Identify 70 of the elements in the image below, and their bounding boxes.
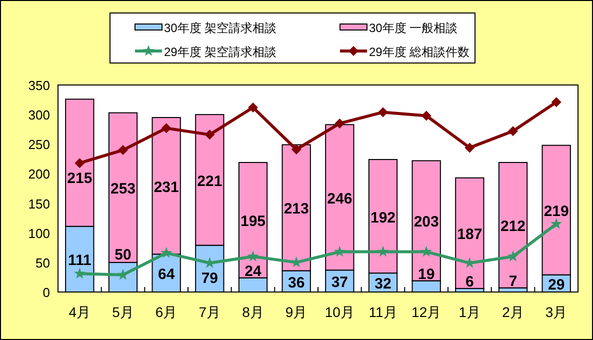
legend-label: 30年度 一般相談 <box>369 21 458 35</box>
y-tick-label: 200 <box>28 166 50 182</box>
point <box>248 102 258 112</box>
data-label: 6 <box>465 273 474 290</box>
data-label: 187 <box>457 226 482 244</box>
x-tick-label: 10月 <box>324 304 354 320</box>
bar <box>455 177 484 289</box>
x-tick-label: 4月 <box>68 304 91 320</box>
data-label: 32 <box>374 276 392 293</box>
data-label: 231 <box>154 178 179 196</box>
data-label: 212 <box>500 218 526 236</box>
data-label: 79 <box>201 270 218 288</box>
data-label: 24 <box>244 262 262 280</box>
bar <box>498 162 528 288</box>
y-tick-label: 100 <box>28 226 50 241</box>
point <box>334 118 345 128</box>
legend-label: 30年度 架空請求相談 <box>164 21 277 35</box>
data-label: 195 <box>240 213 266 230</box>
point <box>160 246 172 258</box>
y-tick-label: 50 <box>36 255 50 270</box>
x-tick-label: 7月 <box>198 304 221 320</box>
data-label: 111 <box>68 252 92 270</box>
data-label: 64 <box>158 266 176 284</box>
x-tick-label: 1月 <box>458 304 481 320</box>
point <box>161 123 172 134</box>
point <box>378 107 388 118</box>
point <box>291 144 302 154</box>
x-tick-label: 11月 <box>368 304 398 320</box>
point <box>420 246 432 257</box>
point <box>508 126 518 136</box>
y-tick-label: 350 <box>28 78 50 93</box>
data-label: 221 <box>197 172 222 190</box>
point <box>551 97 562 108</box>
x-tick-label: 3月 <box>545 304 568 320</box>
point <box>74 158 85 168</box>
x-tick-label: 8月 <box>242 304 264 320</box>
data-label: 246 <box>327 190 352 208</box>
point <box>421 110 432 121</box>
data-label: 215 <box>67 170 92 188</box>
data-label: 19 <box>418 266 435 283</box>
data-label: 36 <box>288 274 305 292</box>
point <box>204 130 215 140</box>
point <box>334 246 346 257</box>
data-label: 219 <box>544 203 569 220</box>
y-tick-label: 150 <box>28 196 50 212</box>
legend-label: 29年度 総相談件数 <box>369 45 470 59</box>
data-label: 192 <box>370 209 396 226</box>
x-tick-label: 9月 <box>285 304 308 320</box>
y-tick-label: 300 <box>28 108 50 123</box>
y-tick-label: 0 <box>42 285 50 300</box>
legend-label: 29年度 架空請求相談 <box>164 45 277 59</box>
x-tick-label: 5月 <box>112 304 134 320</box>
data-label: 50 <box>114 246 132 264</box>
point <box>377 246 389 257</box>
point <box>118 145 128 156</box>
point <box>247 250 259 262</box>
data-label: 213 <box>284 200 309 218</box>
data-label: 7 <box>508 272 518 290</box>
point <box>464 142 475 153</box>
data-label: 203 <box>414 214 439 231</box>
data-label: 253 <box>110 180 136 198</box>
data-label: 29 <box>548 276 565 294</box>
data-label: 37 <box>331 274 348 292</box>
x-tick-label: 2月 <box>502 304 524 320</box>
point <box>507 250 519 262</box>
x-tick-label: 12月 <box>412 304 442 320</box>
y-tick-label: 250 <box>28 137 50 152</box>
point <box>550 218 562 229</box>
point <box>74 268 86 279</box>
x-tick-label: 6月 <box>155 304 178 320</box>
